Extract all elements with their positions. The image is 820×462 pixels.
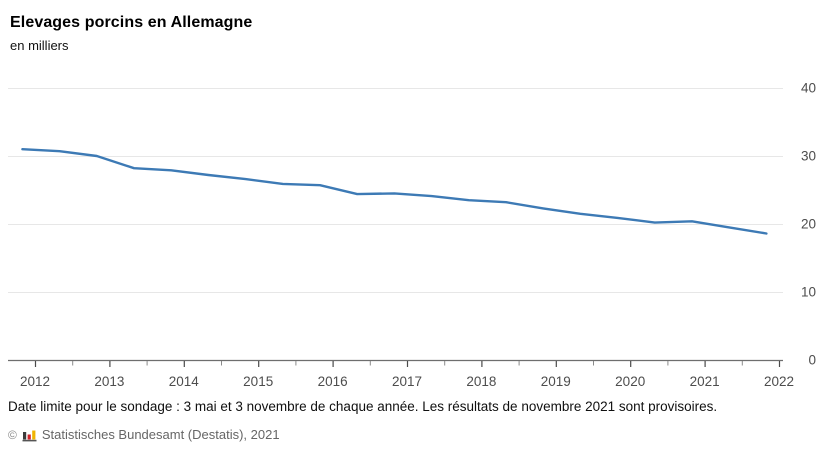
x-tick-label-2019: 2019: [541, 374, 571, 389]
unit-label: en milliers: [10, 38, 69, 53]
x-tick-label-2022: 2022: [764, 374, 794, 389]
y-tick-label-20: 20: [801, 217, 816, 232]
x-tick-label-2017: 2017: [392, 374, 422, 389]
page-title: Elevages porcins en Allemagne: [10, 14, 253, 31]
x-tick-label-2013: 2013: [94, 374, 124, 389]
x-tick-label-2020: 2020: [615, 374, 645, 389]
x-tick-label-2012: 2012: [20, 374, 50, 389]
chart-footnote: Date limite pour le sondage : 3 mai et 3…: [8, 399, 718, 414]
x-tick-label-2016: 2016: [318, 374, 348, 389]
y-tick-label-10: 10: [801, 285, 816, 300]
y-tick-label-30: 30: [801, 149, 816, 164]
destatis-barchart-icon: [22, 430, 37, 441]
copyright-text: Statistisches Bundesamt (Destatis), 2021: [41, 427, 280, 442]
x-tick-label-2021: 2021: [690, 374, 720, 389]
x-tick-label-2015: 2015: [243, 374, 273, 389]
data-line-pig-farms: [21, 147, 768, 235]
y-tick-label-40: 40: [801, 81, 816, 96]
copyright-symbol: ©: [8, 427, 17, 442]
x-tick-label-2014: 2014: [169, 374, 200, 389]
line-chart: 2012 2013 2014 2015 2016 2017 2018 2019 2020 2021…: [8, 81, 816, 389]
x-tick-label-2018: 2018: [466, 374, 496, 389]
y-tick-label-0: 0: [808, 353, 816, 368]
copyright-line: © Statistisches Bundesamt (Destatis), 20…: [8, 427, 280, 442]
